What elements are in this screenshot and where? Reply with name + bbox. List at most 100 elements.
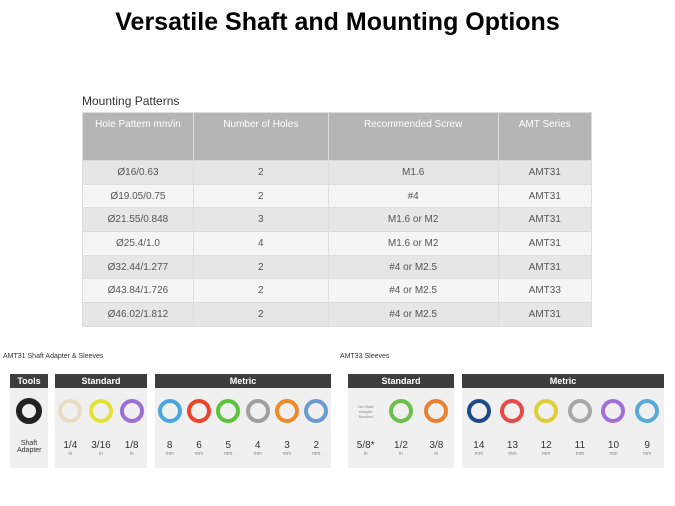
sleeve-group: Standard No Shaft Adapter Needed 5/8* in 1/2… — [348, 374, 454, 468]
header-cell: Number of Holes — [192, 112, 329, 161]
sleeve-item: 1/4 in — [55, 392, 86, 457]
sleeve-item: 8 mm — [155, 392, 184, 457]
sleeve-unit: in — [434, 451, 439, 457]
table-cell: AMT31 — [497, 160, 593, 185]
sleeve-ring — [567, 399, 592, 423]
sleeve-value: Shaft Adapter — [17, 440, 42, 454]
table-cell: AMT31 — [497, 183, 593, 209]
sleeve-ring — [186, 399, 211, 423]
sleeve-unit: mm — [575, 451, 584, 457]
sleeve-icon — [567, 399, 592, 423]
sleeve-ring — [388, 399, 413, 423]
table-row: Ø25.4/1.0 4 M1.6 or M2 AMT31 — [82, 231, 593, 256]
table-cell: Ø19.05/0.75 — [82, 183, 194, 209]
table-cell: 2 — [192, 183, 329, 209]
sleeve-ring — [16, 398, 42, 424]
table-row: Ø43.84/1.726 2 #4 or M2.5 AMT33 — [82, 278, 593, 304]
sleeve-icon — [388, 399, 413, 423]
sleeve-icon — [186, 399, 211, 423]
sleeve-unit: mm — [508, 451, 517, 457]
sleeve-unit: mm — [541, 451, 551, 457]
table-cell: Ø32.44/1.277 — [82, 254, 194, 280]
group-header: Standard — [55, 374, 147, 388]
group-header: Standard — [348, 374, 454, 388]
sleeve-value: 5 — [225, 440, 232, 451]
sleeve-icon — [274, 399, 299, 423]
sleeve-unit: mm — [474, 451, 483, 457]
sleeve-item: 1/8 in — [116, 392, 147, 457]
table-cell: #4 — [327, 183, 499, 209]
table-cell: Ø43.84/1.726 — [82, 278, 194, 304]
sleeve-ring — [635, 399, 660, 423]
sleeve-unit: in — [129, 451, 134, 457]
sleeve-value: 10 — [607, 440, 620, 451]
table-row: Ø19.05/0.75 2 #4 AMT31 — [82, 183, 593, 209]
sleeve-item: 1/2 in — [383, 392, 418, 457]
sleeve-ring — [500, 399, 525, 423]
sleeve-item: 3/16 in — [86, 392, 117, 457]
table-cell: #4 or M2.5 — [327, 254, 499, 280]
table-cell: #4 or M2.5 — [327, 302, 499, 327]
sleeve-item: 6 mm — [184, 392, 213, 457]
sleeve-value: 3 — [284, 440, 290, 451]
sleeve-item: 12 mm — [529, 392, 563, 457]
sleeve-unit: in — [99, 451, 103, 457]
sleeve-value: 1/2 — [394, 440, 408, 451]
table-cell: M1.6 — [327, 160, 499, 185]
group-header: Tools — [10, 374, 48, 388]
sleeve-unit: mm — [609, 451, 618, 457]
sleeve-ring — [119, 399, 144, 423]
sleeve-icon — [534, 399, 559, 423]
sleeve-value: 3/8 — [429, 440, 444, 451]
sleeve-value: 2 — [313, 440, 320, 451]
sleeve-unit: mm — [642, 451, 652, 457]
header-cell: Recommended Screw — [327, 112, 499, 161]
sleeve-value: 6 — [196, 440, 202, 451]
panel-label: AMT33 Sleeves — [340, 353, 390, 360]
sleeve-group: Metric 8 mm 6 mm 5 mm 4 mm 3 mm 2 mm — [155, 374, 331, 468]
sleeve-unit: in — [363, 451, 368, 457]
sleeve-unit: in — [68, 451, 73, 457]
table-cell: 3 — [192, 207, 329, 233]
sleeve-value: 9 — [644, 440, 650, 451]
sleeve-ring — [58, 399, 83, 423]
table-cell: 2 — [192, 254, 329, 280]
sleeve-item: 10 mm — [597, 392, 631, 457]
table-cell: Ø46.02/1.812 — [82, 302, 194, 327]
sleeve-value: 12 — [540, 440, 552, 451]
sleeve-icon — [88, 399, 113, 423]
table-cell: M1.6 or M2 — [327, 231, 499, 256]
sleeve-value: 8 — [166, 440, 173, 451]
sleeve-unit: mm — [282, 451, 292, 457]
sleeve-ring — [304, 399, 329, 423]
sleeve-unit: mm — [253, 451, 262, 457]
sleeve-group: Standard 1/4 in 3/16 in 1/8 in — [55, 374, 147, 468]
sleeve-item: No Shaft Adapter Needed 5/8* in — [348, 392, 383, 457]
table-cell: AMT31 — [497, 231, 593, 256]
table-cell: AMT31 — [497, 207, 593, 233]
sleeve-icon — [119, 399, 144, 423]
sleeve-ring — [216, 399, 241, 423]
group-header: Metric — [155, 374, 331, 388]
table-cell: AMT31 — [497, 254, 593, 280]
table-row: Ø32.44/1.277 2 #4 or M2.5 AMT31 — [82, 254, 593, 280]
sleeve-item: 2 mm — [302, 392, 331, 457]
sleeve-group: Metric 14 mm 13 mm 12 mm 11 mm 10 mm 9 mm — [462, 374, 664, 468]
sleeve-icon — [245, 399, 270, 423]
sleeve-item: 5 mm — [214, 392, 243, 457]
sleeve-item: 4 mm — [243, 392, 272, 457]
mounting-table: Hole Pattern mm/in Number of Holes Recomme… — [82, 112, 593, 327]
table-cell: 2 — [192, 302, 329, 327]
sleeve-unit: in — [399, 451, 403, 457]
header-cell: AMT Series — [497, 112, 593, 161]
table-cell: M1.6 or M2 — [327, 207, 499, 233]
sleeve-icon — [216, 399, 241, 423]
sleeve-item: 14 mm — [462, 392, 496, 457]
sleeve-unit: mm — [224, 451, 233, 457]
sleeve-ring — [466, 399, 491, 423]
table-cell: Ø16/0.63 — [82, 160, 194, 185]
sleeve-value: 1/4 — [63, 440, 78, 451]
sleeve-value: 1/8 — [124, 440, 139, 451]
table-row: Ø46.02/1.812 2 #4 or M2.5 AMT31 — [82, 302, 593, 327]
